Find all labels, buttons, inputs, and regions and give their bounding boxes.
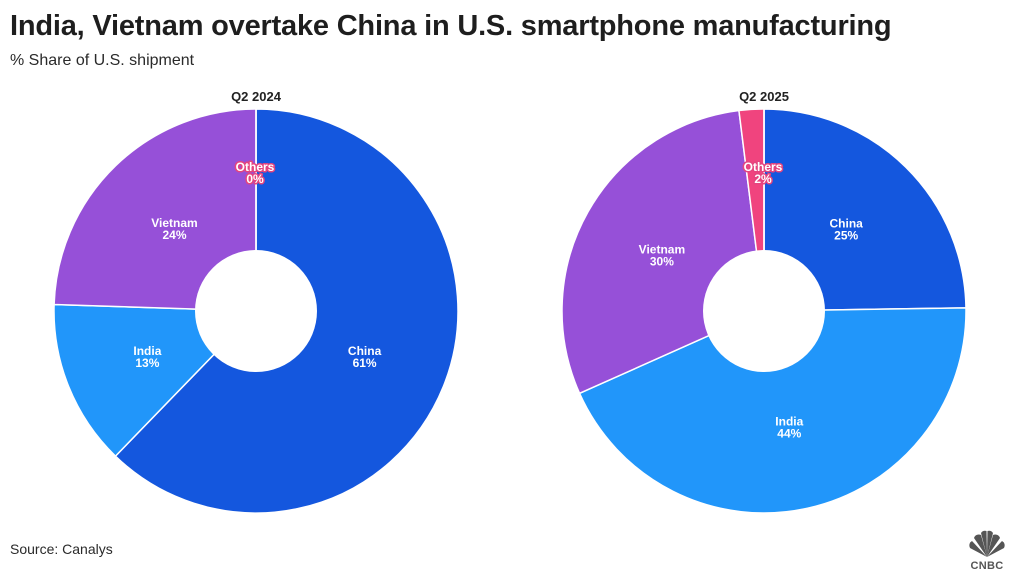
slice-value-china: 61% [353, 356, 377, 370]
donut-hole [703, 250, 825, 372]
slice-value-others: 0% [246, 172, 264, 186]
slice-china [763, 108, 967, 312]
chart-subtitle: % Share of U.S. shipment [10, 52, 195, 69]
slice-label-vietnam: Vietnam 24% [151, 216, 197, 242]
panel-title-q2-2025: Q2 2025 [739, 89, 789, 104]
donut-q2-2024: China 61% India 13% Vietnam 24% Others 0% Q2 202… [53, 89, 459, 514]
slice-name-others: Others [236, 160, 275, 174]
slice-name-vietnam: Vietnam [151, 216, 197, 230]
slice-label-india: India 13% [133, 344, 161, 370]
logo-text: CNBC [970, 560, 1004, 572]
slice-name-china: China [830, 217, 864, 231]
slice-label-india: India 44% [775, 414, 803, 440]
slice-value-china: 25% [834, 229, 858, 243]
slice-label-others: Others 0% [236, 160, 275, 186]
chart-title: India, Vietnam overtake China in U.S. sm… [10, 10, 892, 42]
slice-label-china: China 61% [348, 344, 382, 370]
slice-value-india: 13% [135, 356, 159, 370]
slice-name-india: India [133, 344, 161, 358]
donut-q2-2025: China 25% India 44% Vietnam 30% Others 2% Q2 202… [561, 89, 967, 514]
slice-value-others: 2% [754, 172, 772, 186]
slice-name-india: India [775, 414, 803, 428]
slice-india [578, 307, 967, 514]
slice-value-vietnam: 30% [650, 255, 674, 269]
slice-name-china: China [348, 344, 382, 358]
source-note: Source: Canalys [10, 541, 113, 557]
slice-label-china: China 25% [830, 217, 864, 243]
slice-name-vietnam: Vietnam [639, 243, 685, 257]
donut-hole [195, 250, 317, 372]
donut-charts: China 61%India 13%Vietnam 24%Others 0%Q2 202… [53, 89, 967, 514]
slice-value-india: 44% [777, 426, 801, 440]
cnbc-logo: CNBC [964, 528, 1010, 574]
slice-label-vietnam: Vietnam 30% [639, 243, 685, 269]
slice-vietnam [53, 108, 257, 312]
slice-name-others: Others [744, 160, 783, 174]
panel-title-q2-2024: Q2 2024 [231, 89, 282, 104]
slice-label-others: Others 2% [744, 160, 783, 186]
slice-value-vietnam: 24% [162, 228, 186, 242]
peacock-icon [969, 530, 1005, 557]
